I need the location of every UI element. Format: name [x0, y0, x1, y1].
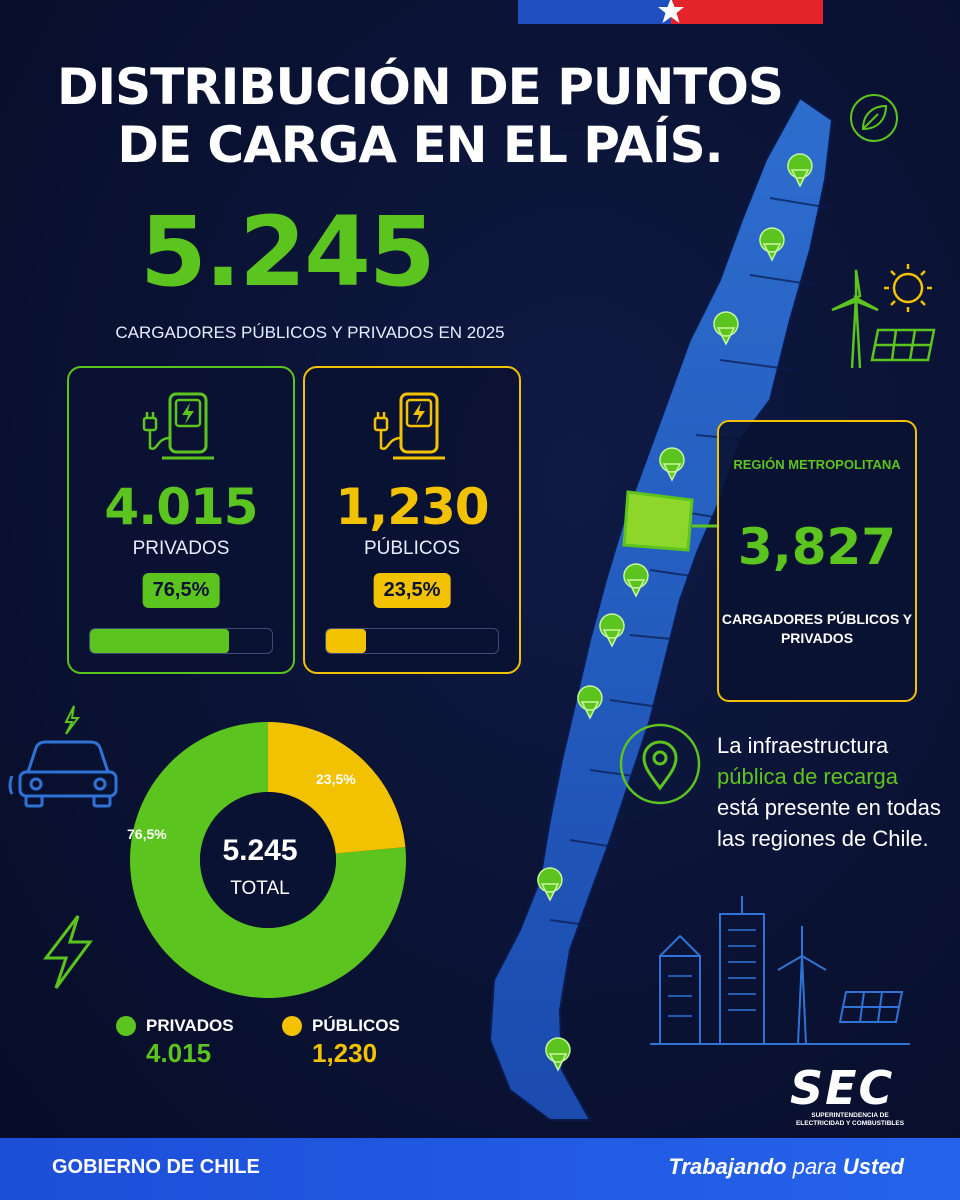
legend-item-public: PÚBLICOS 1,230 [282, 1016, 400, 1069]
ev-charger-icon [142, 392, 214, 460]
sec-logo: SEC SUPERINTENDENCIA DE ELECTRICIDAD Y C… [790, 1061, 910, 1128]
public-card: 1,230 PÚBLICOS 23,5% [303, 366, 521, 674]
footer-slogan-3: Usted [842, 1154, 904, 1179]
region-value: 3,827 [737, 518, 897, 576]
legend-dot-private [116, 1016, 136, 1036]
info-line-1: La infraestructura [717, 733, 889, 758]
info-text: La infraestructura pública de recarga es… [717, 730, 947, 854]
donut-hole [200, 792, 336, 928]
page-title: DISTRIBUCIÓN DE PUNTOS DE CARGA EN EL PA… [57, 58, 784, 174]
sec-logo-subtitle: SUPERINTENDENCIA DE ELECTRICIDAD Y COMBU… [795, 1112, 905, 1127]
private-progress-bar [89, 628, 273, 654]
private-label: PRIVADOS [132, 538, 230, 559]
legend-dot-public [282, 1016, 302, 1036]
footer-slogan: Trabajando para Usted [668, 1154, 904, 1180]
renewable-energy-icon [831, 264, 936, 369]
location-pin-icon [619, 723, 701, 805]
donut-slice-public [268, 722, 406, 854]
footer-bar: GOBIERNO DE CHILE Trabajando para Usted [0, 1138, 960, 1200]
private-value: 4.015 [104, 478, 258, 536]
city-skyline-icon [650, 896, 910, 1045]
donut-slice-private [129, 722, 406, 998]
donut-label-public: 23,5% [316, 771, 356, 787]
sec-logo-text: SEC [790, 1061, 895, 1115]
private-card: 4.015 PRIVADOS 76,5% [67, 366, 295, 674]
legend-item-private: PRIVADOS 4.015 [116, 1016, 234, 1069]
info-highlight: pública de recarga [717, 764, 899, 789]
footer-slogan-2: para [792, 1154, 837, 1179]
region-metropolitana-card: REGIÓN METROPOLITANA 3,827 CARGADORES PÚ… [717, 420, 917, 702]
private-percent-badge: 76,5% [142, 573, 220, 608]
donut-center-label: TOTAL [230, 878, 290, 899]
region-description: CARGADORES PÚBLICOS Y PRIVADOS [721, 611, 913, 646]
footer-government: GOBIERNO DE CHILE [52, 1156, 260, 1178]
footer-slogan-1: Trabajando [668, 1154, 787, 1179]
legend-value-private: 4.015 [146, 1038, 212, 1068]
chile-flag-strip [518, 0, 823, 24]
public-label: PÚBLICOS [363, 538, 461, 559]
total-value: 5.245 [140, 196, 436, 308]
private-progress-fill [90, 629, 230, 653]
legend-name-private: PRIVADOS [146, 1016, 234, 1035]
public-progress-bar [325, 628, 499, 654]
legend-name-public: PÚBLICOS [312, 1016, 400, 1035]
donut-label-private: 76,5% [127, 826, 167, 842]
leaf-icon [850, 94, 898, 142]
info-line-3: está presente en todas las regiones de C… [717, 795, 941, 851]
legend-value-public: 1,230 [312, 1038, 378, 1068]
total-caption: CARGADORES PÚBLICOS Y PRIVADOS EN 2025 [115, 323, 505, 342]
public-value: 1,230 [335, 478, 489, 536]
star-icon [658, 0, 684, 23]
region-title: REGIÓN METROPOLITANA [733, 457, 901, 472]
electric-car-icon [8, 705, 118, 808]
public-percent-badge: 23,5% [373, 573, 451, 608]
donut-chart [129, 722, 406, 998]
ev-charger-icon [373, 392, 445, 460]
donut-center-value: 5.245 [222, 834, 298, 867]
lightning-icon [42, 915, 93, 989]
public-progress-fill [326, 629, 367, 653]
